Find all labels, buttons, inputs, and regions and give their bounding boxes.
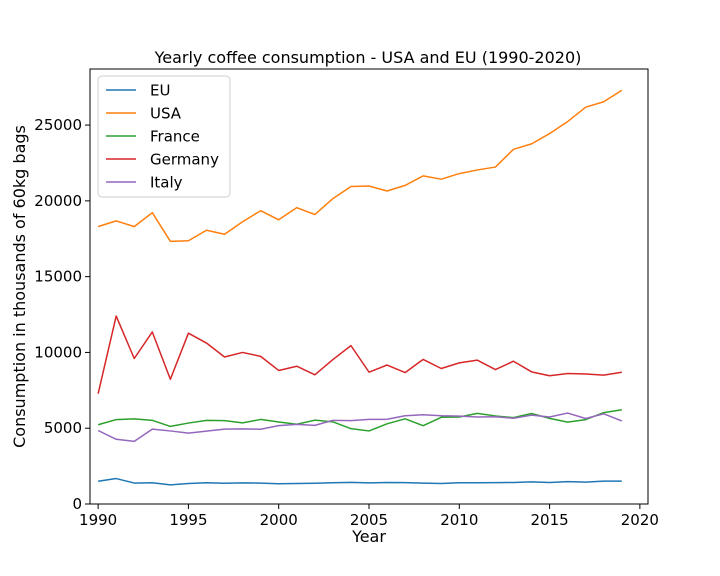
- x-tick-label: 2020: [621, 511, 659, 529]
- y-tick-label: 10000: [34, 343, 82, 361]
- series-line-france: [97, 408, 622, 432]
- y-axis-label: Consumption in thousands of 60kg bags: [10, 125, 29, 448]
- series-layer: [97, 89, 623, 486]
- legend: EU USA France Germany Italy: [97, 75, 231, 198]
- x-tick-label: 2015: [530, 511, 568, 529]
- y-tick-label: 15000: [34, 268, 82, 286]
- x-tick-label: 2010: [440, 511, 478, 529]
- legend-label: EU: [150, 82, 170, 100]
- legend-label: Italy: [150, 174, 183, 192]
- chart-title: Yearly coffee consumption - USA and EU (…: [154, 48, 582, 67]
- y-axis: 0 5000 10000 15000 20000 25000: [34, 116, 90, 513]
- series-line-eu: [98, 477, 622, 486]
- x-axis-label: Year: [351, 527, 386, 546]
- series-line-usa: [97, 89, 623, 243]
- legend-label: Germany: [150, 151, 219, 169]
- x-tick-label: 1995: [169, 511, 207, 529]
- x-tick-label: 2005: [350, 511, 388, 529]
- y-tick-label: 20000: [34, 192, 82, 210]
- legend-box: [97, 75, 231, 198]
- series-line-italy: [97, 412, 623, 443]
- x-tick-label: 2000: [260, 511, 298, 529]
- series-line-germany: [97, 315, 622, 394]
- y-tick-label: 0: [72, 495, 82, 513]
- y-tick-label: 5000: [44, 419, 82, 437]
- y-tick-label: 25000: [34, 116, 82, 134]
- x-axis: 1990 1995 2000 2005 2010 2015 2020: [79, 504, 659, 529]
- legend-label: France: [150, 128, 200, 146]
- x-tick-label: 1990: [79, 511, 117, 529]
- legend-label: USA: [150, 105, 182, 123]
